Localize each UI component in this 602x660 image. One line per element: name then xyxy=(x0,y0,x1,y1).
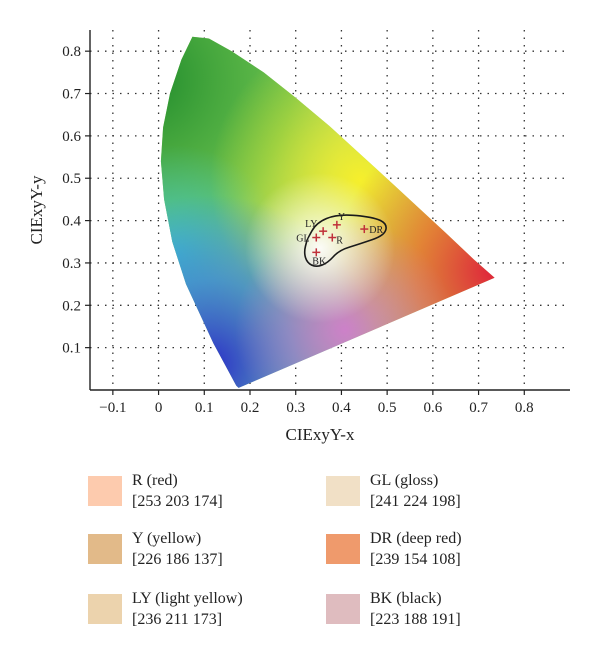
point-label: R xyxy=(336,236,343,247)
point-label: LY xyxy=(305,219,317,230)
y-tick-label: 0.4 xyxy=(62,214,81,230)
legend-rgb: [241 224 198] xyxy=(370,493,461,510)
legend-name: Y (yellow) xyxy=(132,530,202,547)
legend-swatch xyxy=(88,534,122,564)
legend-swatch xyxy=(326,594,360,624)
data-point-gl: GL xyxy=(296,233,321,245)
data-point-bk: BK xyxy=(312,248,327,267)
point-label: DR xyxy=(369,225,383,236)
legend-name: LY (light yellow) xyxy=(132,590,243,607)
legend-name: GL (gloss) xyxy=(370,472,439,489)
y-tick-label: 0.8 xyxy=(62,44,81,60)
x-tick-label: −0.1 xyxy=(99,400,126,416)
x-tick-label: 0.5 xyxy=(378,400,397,416)
legend-item-gl: GL (gloss) [241 224 198] xyxy=(326,470,566,520)
x-axis-label: CIExyY-x xyxy=(286,425,355,444)
legend-rgb: [236 211 173] xyxy=(132,611,223,628)
legend-swatch xyxy=(326,534,360,564)
point-label: Y xyxy=(338,212,345,223)
x-tick-label: 0.3 xyxy=(286,400,305,416)
legend-name: R (red) xyxy=(132,472,178,489)
y-tick-label: 0.5 xyxy=(62,171,81,187)
legend-item-y: Y (yellow) [226 186 137] xyxy=(88,528,328,578)
data-point-dr: DR xyxy=(360,225,384,236)
data-point-ly: LY xyxy=(305,219,328,236)
data-points: R Y LY GL DR BK xyxy=(296,212,383,268)
legend-rgb: [253 203 174] xyxy=(132,493,223,510)
x-tick-label: 0.7 xyxy=(469,400,488,416)
y-tick-label: 0.7 xyxy=(62,87,81,103)
x-tick-label: 0.4 xyxy=(332,400,351,416)
legend-rgb: [226 186 137] xyxy=(132,551,223,568)
data-point-r: R xyxy=(328,233,343,247)
legend-name: DR (deep red) xyxy=(370,530,462,547)
chromaticity-chart: R Y LY GL DR BK −0.1 0 0.1 0.2 0.3 0.4 0.5 0.6 0.7 0.8… xyxy=(27,30,570,444)
legend-swatch xyxy=(326,476,360,506)
axes: −0.1 0 0.1 0.2 0.3 0.4 0.5 0.6 0.7 0.8 0.1 0.2 0.3 0.… xyxy=(62,30,570,416)
legend-item-dr: DR (deep red) [239 154 108] xyxy=(326,528,566,578)
legend-name: BK (black) xyxy=(370,590,442,607)
y-tick-label: 0.6 xyxy=(62,129,81,145)
legend-item-bk: BK (black) [223 188 191] xyxy=(326,588,566,638)
y-tick-label: 0.2 xyxy=(62,298,81,314)
y-tick-label: 0.1 xyxy=(62,341,81,357)
y-tick-label: 0.3 xyxy=(62,256,81,272)
x-tick-label: 0.8 xyxy=(515,400,534,416)
chromaticity-horseshoe xyxy=(160,36,495,388)
point-label: GL xyxy=(296,234,309,245)
data-point-y: Y xyxy=(332,212,345,229)
point-label: BK xyxy=(312,256,327,267)
legend-item-ly: LY (light yellow) [236 211 173] xyxy=(88,588,328,638)
legend-swatch xyxy=(88,594,122,624)
legend-item-r: R (red) [253 203 174] xyxy=(88,470,328,520)
sample-enclosure-outline xyxy=(303,214,387,267)
y-axis-label: CIExyY-y xyxy=(27,175,46,244)
legend-swatch xyxy=(88,476,122,506)
x-tick-label: 0.2 xyxy=(241,400,260,416)
legend-rgb: [223 188 191] xyxy=(370,611,461,628)
legend-rgb: [239 154 108] xyxy=(370,551,461,568)
x-tick-label: 0 xyxy=(155,400,163,416)
x-tick-label: 0.6 xyxy=(423,400,442,416)
legend: R (red) [253 203 174] Y (yellow) [226 18… xyxy=(0,470,602,660)
x-tick-label: 0.1 xyxy=(195,400,214,416)
